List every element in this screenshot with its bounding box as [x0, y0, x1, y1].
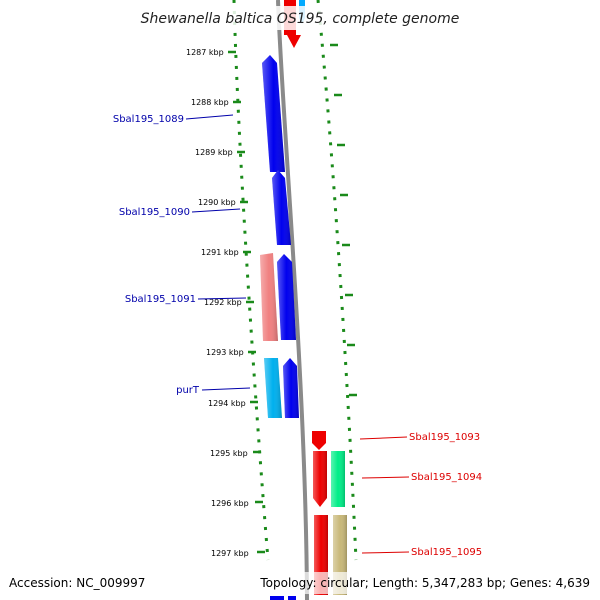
tick-label: 1294 kbp: [208, 399, 246, 408]
tick-label: 1289 kbp: [195, 148, 233, 157]
gene-label-sbal195-1095[interactable]: Sbal195_1095: [411, 547, 482, 558]
tick-label: 1290 kbp: [198, 198, 236, 207]
gene-label-sbal195-1094[interactable]: Sbal195_1094: [411, 472, 482, 483]
title-backdrop: [140, 6, 460, 30]
summary-text: Topology: circular; Length: 5,347,283 bp…: [259, 576, 590, 590]
bottom-blue-gene[interactable]: [270, 596, 284, 600]
gene-sbal195-1093[interactable]: [312, 431, 326, 450]
tick-label: 1292 kbp: [204, 298, 242, 307]
gene-label-purt[interactable]: purT: [176, 385, 200, 396]
tick-label: 1295 kbp: [210, 449, 248, 458]
tick-label: 1291 kbp: [201, 248, 239, 257]
tick-label: 1297 kbp: [211, 549, 249, 558]
scale-ticks-right: [330, 43, 357, 397]
tick-label: 1296 kbp: [211, 499, 249, 508]
scale-arc-left: [232, 0, 270, 561]
leader-lines-right: [359, 436, 410, 554]
footer-backdrop: [256, 572, 596, 594]
leader-lines-left: [185, 114, 251, 391]
tick-label: 1287 kbp: [186, 48, 224, 57]
scale-arc-right: [316, 0, 358, 561]
map-title: Shewanella baltica OS195, complete genom…: [141, 11, 460, 27]
bottom-blue-gene-2[interactable]: [288, 596, 296, 600]
gene-shading: [260, 55, 347, 595]
backbone-arc: [276, 0, 309, 600]
gene-label-sbal195-1091[interactable]: Sbal195_1091: [125, 294, 196, 305]
gene-label-sbal195-1093[interactable]: Sbal195_1093: [409, 432, 480, 443]
gene-label-sbal195-1089[interactable]: Sbal195_1089: [113, 114, 184, 125]
gene-label-sbal195-1090[interactable]: Sbal195_1090: [119, 207, 190, 218]
scale-ticks: 1287 kbp 1288 kbp 1289 kbp 1290 kbp 1291…: [186, 48, 265, 558]
accession-text: Accession: NC_009997: [9, 576, 145, 590]
tick-label: 1293 kbp: [206, 348, 244, 357]
tick-label: 1288 kbp: [191, 98, 229, 107]
